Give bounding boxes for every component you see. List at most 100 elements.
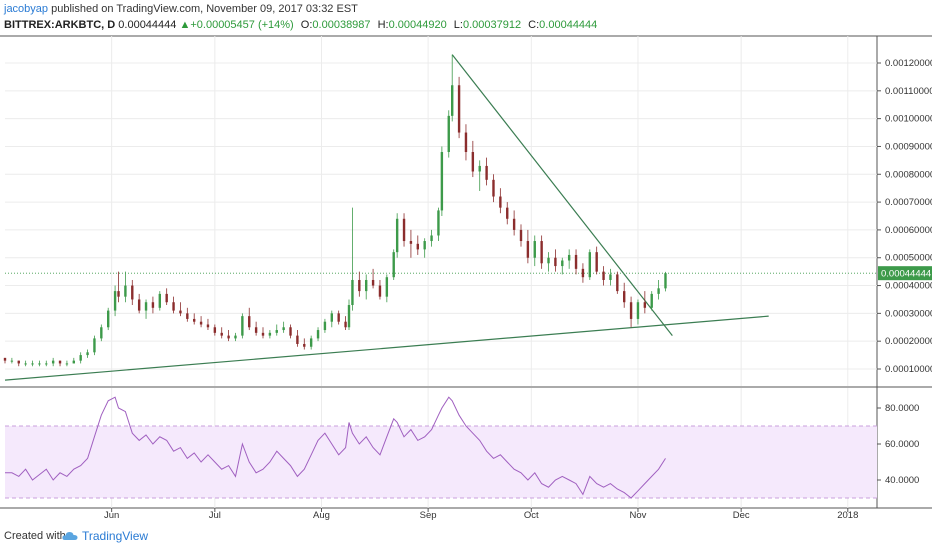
candle-body[interactable] xyxy=(131,285,134,300)
candle-body[interactable] xyxy=(45,363,48,365)
candle-body[interactable] xyxy=(485,165,488,180)
candle-body[interactable] xyxy=(158,293,161,308)
candle-body[interactable] xyxy=(395,218,399,253)
candle-body[interactable] xyxy=(499,196,502,208)
candle-body[interactable] xyxy=(10,360,14,362)
candle-body[interactable] xyxy=(554,257,557,267)
candle-body[interactable] xyxy=(86,352,89,356)
candle-body[interactable] xyxy=(220,332,223,336)
candle-body[interactable] xyxy=(100,327,103,339)
candle-body[interactable] xyxy=(351,279,354,306)
candle-body[interactable] xyxy=(344,321,347,328)
rsi-pane[interactable] xyxy=(5,396,877,499)
candle-body[interactable] xyxy=(547,257,550,264)
candle-body[interactable] xyxy=(588,252,591,278)
candle-body[interactable] xyxy=(664,273,667,289)
candle-body[interactable] xyxy=(179,310,182,314)
candle-body[interactable] xyxy=(330,313,333,322)
candle-body[interactable] xyxy=(241,316,244,336)
candle-body[interactable] xyxy=(165,293,168,303)
candle-body[interactable] xyxy=(629,302,633,319)
candle-body[interactable] xyxy=(24,363,27,365)
candle-body[interactable] xyxy=(471,152,475,172)
candle-body[interactable] xyxy=(316,330,320,339)
candle-body[interactable] xyxy=(3,357,7,361)
candle-body[interactable] xyxy=(402,218,406,242)
candle-body[interactable] xyxy=(282,327,285,331)
candle-body[interactable] xyxy=(58,360,62,364)
candle-body[interactable] xyxy=(464,132,468,153)
candle-body[interactable] xyxy=(636,302,640,319)
candle-body[interactable] xyxy=(234,335,237,339)
price-pane[interactable] xyxy=(3,54,877,381)
candle-body[interactable] xyxy=(268,332,272,336)
rsi-line[interactable] xyxy=(5,396,666,499)
candle-body[interactable] xyxy=(526,241,530,258)
candle-body[interactable] xyxy=(296,335,299,344)
candle-body[interactable] xyxy=(657,288,660,294)
candle-body[interactable] xyxy=(124,285,127,297)
candle-body[interactable] xyxy=(65,363,69,365)
candle-body[interactable] xyxy=(506,207,509,219)
candle-body[interactable] xyxy=(581,268,585,278)
candle-body[interactable] xyxy=(323,321,327,331)
candle-body[interactable] xyxy=(519,229,523,242)
candle-body[interactable] xyxy=(457,85,461,133)
candle-body[interactable] xyxy=(206,324,210,328)
candle-body[interactable] xyxy=(117,291,120,297)
candle-body[interactable] xyxy=(623,291,626,303)
candle-body[interactable] xyxy=(261,332,265,336)
candle-body[interactable] xyxy=(609,274,612,280)
candle-body[interactable] xyxy=(17,360,20,364)
candle-body[interactable] xyxy=(567,254,571,261)
candle-body[interactable] xyxy=(492,179,495,197)
candle-body[interactable] xyxy=(347,305,351,328)
candle-body[interactable] xyxy=(309,338,313,347)
candle-body[interactable] xyxy=(144,302,148,311)
candle-body[interactable] xyxy=(93,338,96,353)
candle-body[interactable] xyxy=(303,343,306,347)
candle-body[interactable] xyxy=(423,241,426,250)
candle-body[interactable] xyxy=(595,252,598,272)
candle-body[interactable] xyxy=(430,235,433,242)
candle-body[interactable] xyxy=(478,165,481,172)
candle-body[interactable] xyxy=(213,327,217,333)
candle-body[interactable] xyxy=(512,218,516,230)
candle-body[interactable] xyxy=(107,310,110,328)
candle-body[interactable] xyxy=(172,302,175,311)
candle-body[interactable] xyxy=(186,313,189,319)
candle-body[interactable] xyxy=(533,241,536,258)
candle-body[interactable] xyxy=(248,316,251,328)
candle-body[interactable] xyxy=(151,302,155,308)
candle-body[interactable] xyxy=(378,285,382,297)
candle-body[interactable] xyxy=(113,291,117,311)
chart-canvas[interactable]: 0.00120000 0.00110000 0.00100000 0.00090000… xyxy=(0,0,932,520)
candle-body[interactable] xyxy=(38,363,41,365)
candle-body[interactable] xyxy=(199,321,203,325)
candle-body[interactable] xyxy=(602,271,605,280)
candle-body[interactable] xyxy=(392,252,395,278)
author-link[interactable]: jacobyap xyxy=(4,3,49,15)
candle-body[interactable] xyxy=(385,277,389,297)
candle-body[interactable] xyxy=(371,279,375,286)
candle-body[interactable] xyxy=(409,241,413,244)
candle-body[interactable] xyxy=(574,254,578,269)
candle-body[interactable] xyxy=(79,355,82,361)
candle-body[interactable] xyxy=(254,327,258,333)
candle-body[interactable] xyxy=(416,243,419,250)
candle-body[interactable] xyxy=(358,279,361,292)
candle-body[interactable] xyxy=(437,210,440,236)
candle-body[interactable] xyxy=(72,360,75,364)
candle-body[interactable] xyxy=(337,313,340,322)
candle-body[interactable] xyxy=(365,279,368,292)
candle-body[interactable] xyxy=(289,327,292,336)
tradingview-logo[interactable]: TradingView xyxy=(62,528,148,543)
candle-body[interactable] xyxy=(540,241,543,264)
candle-body[interactable] xyxy=(31,363,34,365)
candle-body[interactable] xyxy=(616,274,619,292)
candle-body[interactable] xyxy=(451,85,454,116)
candle-body[interactable] xyxy=(561,260,564,267)
candle-body[interactable] xyxy=(51,360,55,364)
candle-body[interactable] xyxy=(193,318,196,322)
candle-body[interactable] xyxy=(137,299,141,311)
